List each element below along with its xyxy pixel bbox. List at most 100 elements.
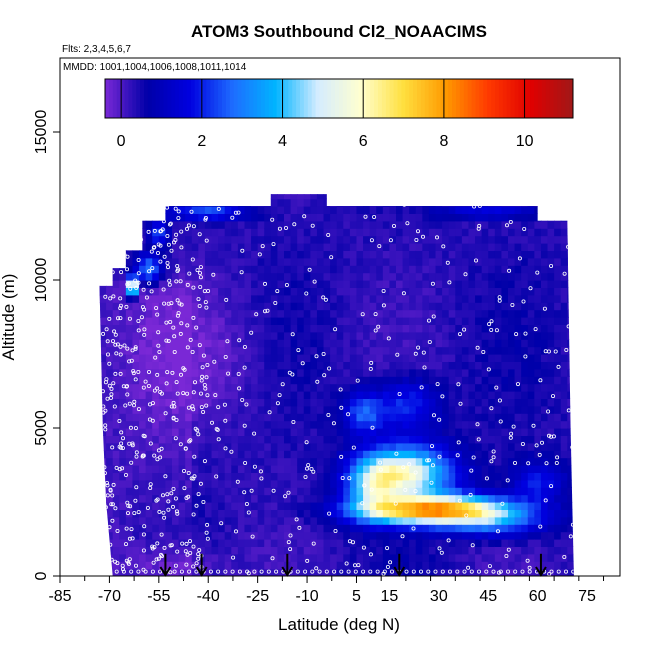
heatmap-cell (330, 213, 338, 222)
heatmap-cell (481, 494, 489, 503)
sample-point (185, 552, 190, 557)
sample-point (549, 434, 554, 439)
heatmap-cell (165, 435, 173, 444)
sample-point (148, 482, 153, 487)
heatmap-cell (290, 472, 298, 481)
heatmap-cell (343, 405, 351, 414)
heatmap-cell (488, 553, 496, 562)
heatmap-cell (349, 287, 358, 296)
heatmap-cell (290, 502, 298, 510)
heatmap-cell (106, 220, 114, 229)
heatmap-cell (119, 228, 127, 237)
heatmap-cell (349, 361, 358, 370)
heatmap-cell (99, 413, 101, 422)
heatmap-cell (402, 457, 410, 466)
sample-point (381, 288, 386, 293)
heatmap-cell (316, 502, 325, 510)
heatmap-cell (369, 368, 377, 377)
heatmap-cell (132, 494, 140, 503)
heatmap-cell (257, 472, 265, 481)
heatmap-cell (481, 531, 489, 540)
heatmap-cell (264, 487, 272, 496)
sample-point (523, 354, 528, 359)
heatmap-cell (119, 561, 127, 570)
heatmap-cell (172, 309, 180, 318)
heatmap-cell (178, 568, 186, 576)
sample-point (527, 565, 532, 570)
heatmap-cell (560, 272, 568, 281)
heatmap-cell (567, 194, 574, 200)
heatmap-cell (376, 539, 384, 547)
heatmap-cell (198, 272, 206, 281)
heatmap-cell (521, 257, 529, 266)
heatmap-cell (185, 539, 193, 547)
heatmap-cell (573, 524, 574, 533)
heatmap-cell (231, 479, 239, 488)
heatmap-cell (402, 420, 410, 429)
heatmap-cell (290, 294, 298, 303)
heatmap-cell (409, 442, 417, 451)
heatmap-cell (139, 516, 147, 525)
heatmap-cell (369, 398, 377, 407)
sample-point (219, 521, 224, 526)
heatmap-cell (165, 383, 173, 392)
heatmap-cell (99, 198, 101, 207)
heatmap-cell (468, 494, 476, 503)
heatmap-cell (514, 376, 522, 385)
heatmap-cell (277, 531, 285, 540)
heatmap-cell (284, 479, 292, 488)
y-tick-label: 0 (33, 571, 50, 580)
heatmap-cell (330, 361, 338, 370)
heatmap-cell (125, 339, 134, 348)
heatmap-cell (402, 531, 410, 540)
heatmap-cell (336, 516, 344, 525)
heatmap-cell (376, 494, 384, 503)
heatmap-cell (376, 391, 384, 399)
sample-point (111, 218, 116, 223)
sample-point (542, 306, 547, 311)
heatmap-cell (376, 206, 384, 214)
heatmap-cell (343, 194, 351, 200)
heatmap-cell (356, 435, 364, 444)
heatmap-cell (158, 220, 167, 229)
heatmap-cell (336, 198, 344, 207)
heatmap-cell (396, 428, 404, 436)
heatmap-cell (284, 294, 292, 303)
sample-point (191, 544, 196, 549)
heatmap-cell (363, 539, 371, 547)
sample-point (155, 250, 160, 255)
sample-point (267, 410, 272, 415)
heatmap-cell (231, 472, 239, 481)
heatmap-cell (218, 524, 226, 533)
heatmap-cell (237, 479, 246, 488)
colorbar-segment (405, 79, 410, 118)
heatmap-cell (323, 354, 331, 362)
heatmap-cell (435, 465, 443, 473)
heatmap-cell (481, 561, 489, 570)
sample-point (527, 569, 532, 574)
sample-point (223, 354, 228, 359)
heatmap-cell (172, 220, 180, 229)
heatmap-cell (343, 376, 351, 385)
heatmap-cell (231, 324, 239, 333)
heatmap-cell (132, 243, 140, 251)
sample-point (178, 372, 183, 377)
heatmap-cell (244, 235, 252, 244)
heatmap-cell (356, 228, 364, 237)
heatmap-cell (165, 206, 173, 214)
heatmap-cell (356, 317, 364, 325)
heatmap-cell (290, 405, 298, 414)
heatmap-cell (172, 516, 180, 525)
heatmap-cell (422, 280, 430, 288)
heatmap-cell (185, 243, 193, 251)
sample-point (188, 551, 193, 556)
sample-point (262, 309, 267, 314)
heatmap-cell (343, 391, 351, 399)
heatmap-cell (382, 235, 391, 244)
heatmap-cell (244, 324, 252, 333)
sample-point (543, 349, 548, 354)
heatmap-cell (415, 220, 423, 229)
heatmap-cell (481, 376, 489, 385)
heatmap-cell (231, 228, 239, 237)
heatmap-cell (356, 420, 364, 429)
